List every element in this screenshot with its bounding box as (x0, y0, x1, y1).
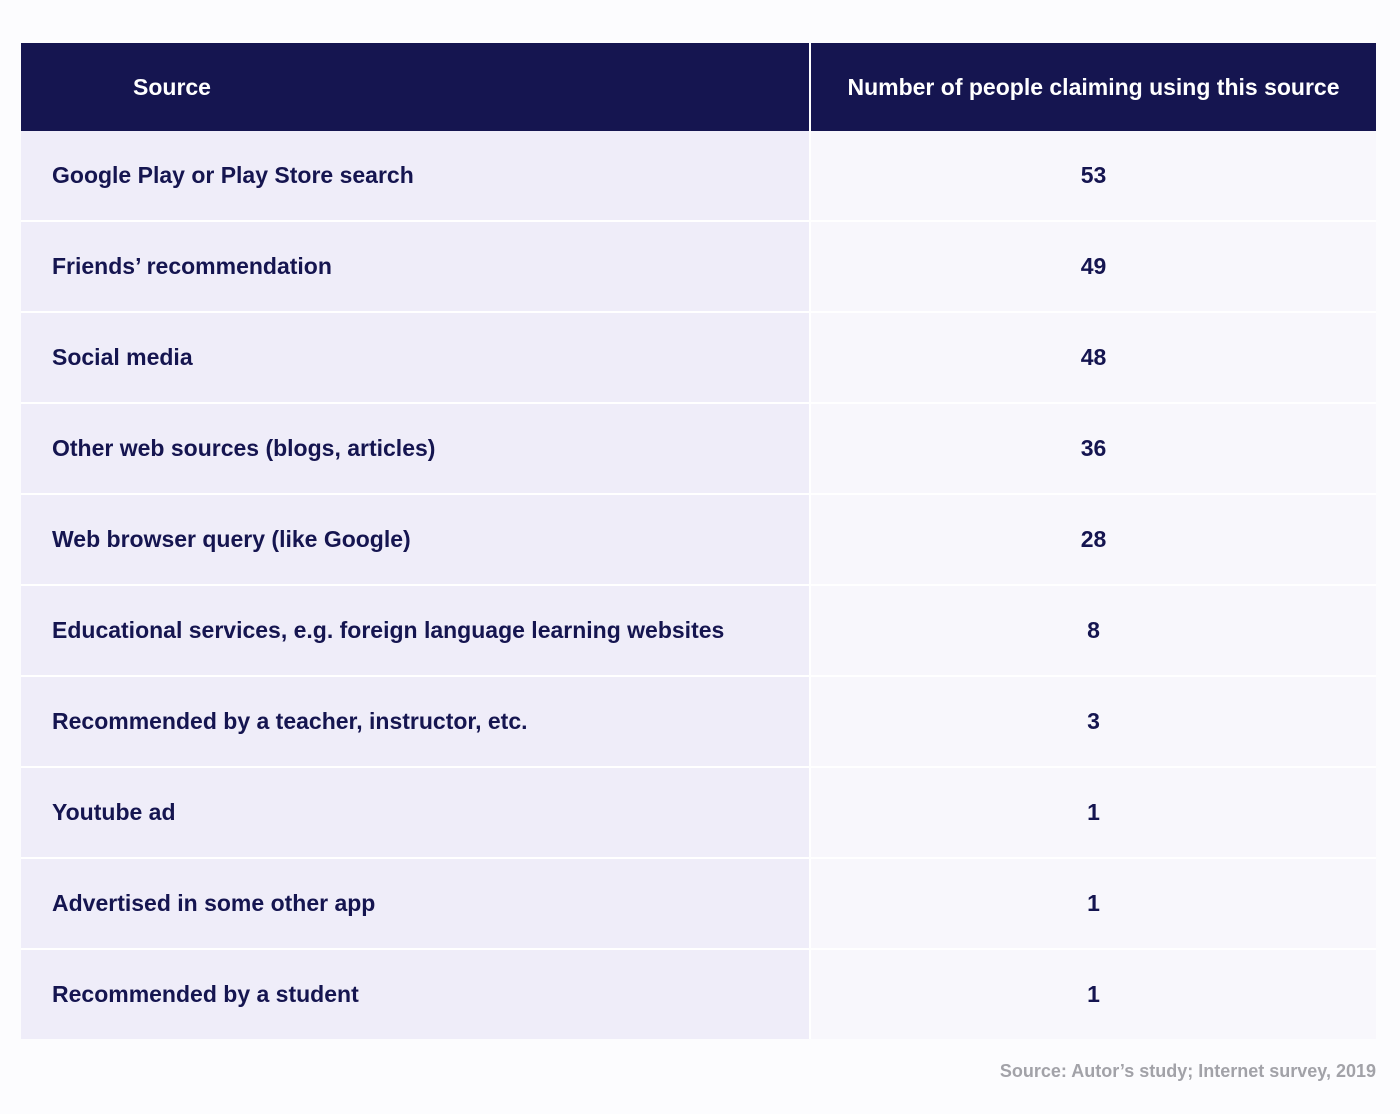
table-row: Social media 48 (21, 311, 1376, 402)
source-cell: Advertised in some other app (21, 859, 811, 948)
table-row: Advertised in some other app 1 (21, 857, 1376, 948)
source-cell: Social media (21, 313, 811, 402)
header-source: Source (21, 43, 811, 131)
count-cell: 53 (811, 131, 1376, 220)
source-cell: Web browser query (like Google) (21, 495, 811, 584)
source-cell: Educational services, e.g. foreign langu… (21, 586, 811, 675)
count-cell: 36 (811, 404, 1376, 493)
table-body: Google Play or Play Store search 53 Frie… (21, 131, 1376, 1039)
source-cell: Youtube ad (21, 768, 811, 857)
count-cell: 1 (811, 768, 1376, 857)
table-row: Web browser query (like Google) 28 (21, 493, 1376, 584)
table-row: Youtube ad 1 (21, 766, 1376, 857)
source-cell: Recommended by a teacher, instructor, et… (21, 677, 811, 766)
count-cell: 48 (811, 313, 1376, 402)
table-header: Source Number of people claiming using t… (21, 43, 1376, 131)
table-row: Recommended by a teacher, instructor, et… (21, 675, 1376, 766)
source-cell: Other web sources (blogs, articles) (21, 404, 811, 493)
source-cell: Google Play or Play Store search (21, 131, 811, 220)
count-cell: 28 (811, 495, 1376, 584)
source-cell: Friends’ recommendation (21, 222, 811, 311)
table-row: Other web sources (blogs, articles) 36 (21, 402, 1376, 493)
count-cell: 1 (811, 859, 1376, 948)
source-cell: Recommended by a student (21, 950, 811, 1039)
header-count: Number of people claiming using this sou… (847, 74, 1340, 100)
count-cell: 3 (811, 677, 1376, 766)
count-cell: 8 (811, 586, 1376, 675)
table-row: Google Play or Play Store search 53 (21, 131, 1376, 220)
table-row: Friends’ recommendation 49 (21, 220, 1376, 311)
table-row: Recommended by a student 1 (21, 948, 1376, 1039)
source-footnote: Source: Autor’s study; Internet survey, … (999, 1061, 1376, 1081)
count-cell: 49 (811, 222, 1376, 311)
count-cell: 1 (811, 950, 1376, 1039)
sources-table: Source Number of people claiming using t… (21, 43, 1376, 1039)
table-row: Educational services, e.g. foreign langu… (21, 584, 1376, 675)
